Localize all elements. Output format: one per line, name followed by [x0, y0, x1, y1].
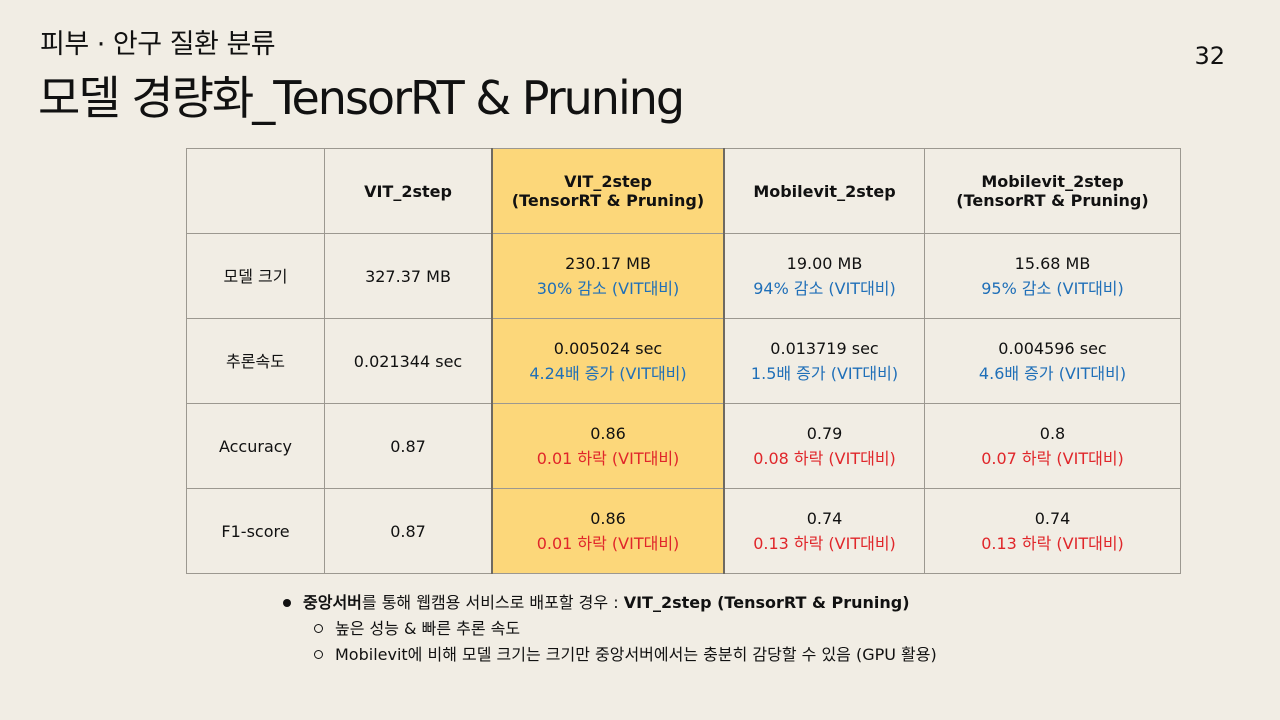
table-cell: 0.74 0.13 하락 (VIT대비): [924, 488, 1181, 574]
table-cell: 0.004596 sec 4.6배 증가 (VIT대비): [924, 318, 1181, 404]
page-number: 32: [1194, 42, 1225, 70]
table-cell: 0.87: [324, 403, 493, 489]
row-label: F1-score: [186, 488, 325, 574]
header-cell-empty: [186, 148, 325, 234]
table-cell: 327.37 MB: [324, 233, 493, 319]
cell-value: 0.86: [590, 509, 626, 528]
cell-value: 0.79: [806, 424, 843, 443]
cell-comparison-note: 0.13 하락 (VIT대비): [981, 534, 1124, 553]
table-cell: 0.86 0.01 하락 (VIT대비): [491, 488, 725, 574]
cell-value: 0.8: [1039, 424, 1066, 443]
cell-value: 0.013719 sec: [770, 339, 879, 358]
table-cell: 0.005024 sec 4.24배 증가 (VIT대비): [491, 318, 725, 404]
note-main-bullet: 중앙서버를 통해 웹캠용 서비스로 배포할 경우 : VIT_2step (Te…: [283, 590, 937, 616]
cell-value: 0.74: [806, 509, 843, 528]
table-cell: 0.86 0.01 하락 (VIT대비): [491, 403, 725, 489]
cell-comparison-note: 0.07 하락 (VIT대비): [981, 449, 1124, 468]
notes-section: 중앙서버를 통해 웹캠용 서비스로 배포할 경우 : VIT_2step (Te…: [283, 590, 937, 668]
note-sub-bullet-2: Mobilevit에 비해 모델 크기는 크기만 중앙서버에서는 충분히 감당할…: [283, 642, 937, 668]
note-sub-bullet-1: 높은 성능 & 빠른 추론 속도: [283, 616, 937, 642]
cell-comparison-note: 1.5배 증가 (VIT대비): [750, 364, 899, 383]
table-cell: 19.00 MB 94% 감소 (VIT대비): [723, 233, 925, 319]
cell-comparison-note: 0.13 하락 (VIT대비): [753, 534, 896, 553]
cell-comparison-note: 0.08 하락 (VIT대비): [753, 449, 896, 468]
header-cell-mobilevit-2step: Mobilevit_2step: [723, 148, 925, 234]
header-cell-mobilevit-2step-trt: Mobilevit_2step (TensorRT & Pruning): [924, 148, 1181, 234]
comparison-table: VIT_2step VIT_2step (TensorRT & Pruning)…: [186, 148, 1181, 574]
cell-value: 19.00 MB: [786, 254, 863, 273]
table-cell: 0.79 0.08 하락 (VIT대비): [723, 403, 925, 489]
cell-value: 230.17 MB: [565, 254, 651, 273]
table-row: Accuracy 0.87 0.86 0.01 하락 (VIT대비) 0.79 0.08 …: [186, 403, 1181, 489]
cell-comparison-note: 4.24배 증가 (VIT대비): [529, 364, 687, 383]
cell-value: 0.005024 sec: [553, 339, 663, 358]
table-row: 추론속도 0.021344 sec 0.005024 sec 4.24배 증가 (VI…: [186, 318, 1181, 404]
table-cell: 0.87: [324, 488, 493, 574]
cell-value: 0.74: [1034, 509, 1071, 528]
table-cell: 0.8 0.07 하락 (VIT대비): [924, 403, 1181, 489]
note-main-text: 를 통해 웹캠용 서비스로 배포할 경우 :: [361, 593, 624, 612]
cell-comparison-note: 95% 감소 (VIT대비): [981, 279, 1124, 298]
cell-value: 0.87: [390, 436, 426, 456]
cell-comparison-note: 4.6배 증가 (VIT대비): [978, 364, 1127, 383]
note-main-bold-2: VIT_2step (TensorRT & Pruning): [623, 593, 910, 612]
slide-title: 모델 경량화_TensorRT & Pruning: [38, 71, 685, 125]
table-header-row: VIT_2step VIT_2step (TensorRT & Pruning)…: [186, 148, 1181, 234]
cell-value: 0.021344 sec: [353, 351, 463, 371]
row-label: 모델 크기: [186, 233, 325, 319]
row-label: 추론속도: [186, 318, 325, 404]
note-main-bold-1: 중앙서버: [303, 593, 362, 612]
cell-value: 15.68 MB: [1014, 254, 1091, 273]
cell-comparison-note: 30% 감소 (VIT대비): [536, 279, 680, 298]
slide-subtitle: 피부 · 안구 질환 분류: [40, 29, 276, 60]
table-cell: 0.013719 sec 1.5배 증가 (VIT대비): [723, 318, 925, 404]
cell-value: 0.87: [390, 521, 426, 541]
table-cell: 0.021344 sec: [324, 318, 493, 404]
header-cell-vit-2step: VIT_2step: [324, 148, 493, 234]
cell-value: 0.004596 sec: [998, 339, 1107, 358]
table-row: F1-score 0.87 0.86 0.01 하락 (VIT대비) 0.74 0.13 …: [186, 488, 1181, 574]
cell-comparison-note: 94% 감소 (VIT대비): [753, 279, 896, 298]
cell-value: 327.37 MB: [365, 266, 451, 286]
cell-comparison-note: 0.01 하락 (VIT대비): [536, 449, 680, 468]
cell-value: 0.86: [590, 424, 626, 443]
table-cell: 15.68 MB 95% 감소 (VIT대비): [924, 233, 1181, 319]
table-row: 모델 크기 327.37 MB 230.17 MB 30% 감소 (VIT대비) 19.…: [186, 233, 1181, 319]
table-cell: 0.74 0.13 하락 (VIT대비): [723, 488, 925, 574]
cell-comparison-note: 0.01 하락 (VIT대비): [536, 534, 680, 553]
header-cell-vit-2step-trt: VIT_2step (TensorRT & Pruning): [491, 148, 725, 234]
row-label: Accuracy: [186, 403, 325, 489]
table-cell: 230.17 MB 30% 감소 (VIT대비): [491, 233, 725, 319]
